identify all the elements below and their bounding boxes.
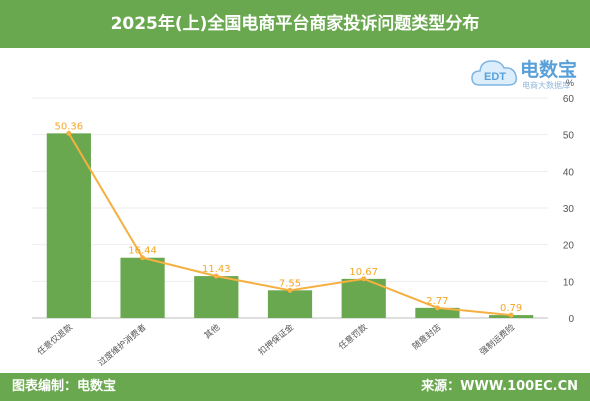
logo-name: 电数宝 (520, 59, 578, 81)
x-tick-label: 其他 (202, 322, 222, 342)
bar (46, 133, 91, 318)
y-tick-label: 0 (568, 314, 574, 325)
line-point (508, 312, 514, 318)
data-label: 16.44 (128, 246, 157, 257)
line-point (434, 305, 440, 311)
y-tick-label: 20 (563, 241, 575, 252)
y-tick-label: 60 (563, 94, 575, 105)
brand-logo: EDT 电数宝 电商大数据库 (470, 55, 585, 95)
bar-line-chart: 0 10 20 30 40 50 60% 50.36 16.44 11.43 7.55 10.67 2.… (32, 78, 575, 369)
line-point (66, 130, 72, 136)
logo-subtitle: 电商大数据库 (522, 81, 570, 90)
data-label: 10.67 (349, 267, 378, 278)
bar (267, 290, 313, 318)
x-tick-label: 强制运费险 (477, 322, 517, 358)
data-label: 7.55 (279, 278, 301, 289)
line-point (361, 276, 367, 282)
y-tick-label: 50 (563, 131, 575, 142)
x-tick-label: 任意仅退款 (35, 322, 75, 358)
x-tick-label: 随意封店 (410, 322, 443, 353)
footer-bar: 图表编制：电数宝 来源：WWW.100EC.CN (0, 373, 590, 401)
bar (120, 257, 165, 318)
chart-title-banner: 2025年(上)全国电商平台商家投诉问题类型分布 (0, 0, 590, 48)
data-label: 11.43 (202, 264, 231, 275)
cloud-logo-icon: EDT (471, 60, 518, 86)
data-label: 2.77 (426, 296, 448, 307)
chart-title: 2025年(上)全国电商平台商家投诉问题类型分布 (110, 14, 480, 34)
logo-badge: EDT (484, 71, 506, 83)
line-point (140, 255, 146, 261)
line-point (213, 273, 219, 279)
x-tick-label: 过度维护消费者 (96, 322, 149, 369)
y-tick-label: 40 (563, 167, 575, 178)
footer-source: 来源：WWW.100EC.CN (421, 379, 578, 394)
y-axis-unit: % (566, 78, 574, 88)
bar (415, 307, 460, 318)
data-label: 0.79 (500, 303, 522, 314)
bar (194, 276, 239, 318)
y-tick-label: 10 (563, 277, 575, 288)
data-label: 50.36 (55, 121, 84, 132)
line-point (287, 287, 293, 293)
x-tick-label: 任意罚款 (337, 322, 370, 353)
x-tick-label: 扣押保证金 (256, 322, 296, 358)
footer-credit: 图表编制：电数宝 (12, 379, 117, 394)
y-tick-label: 30 (563, 204, 575, 215)
